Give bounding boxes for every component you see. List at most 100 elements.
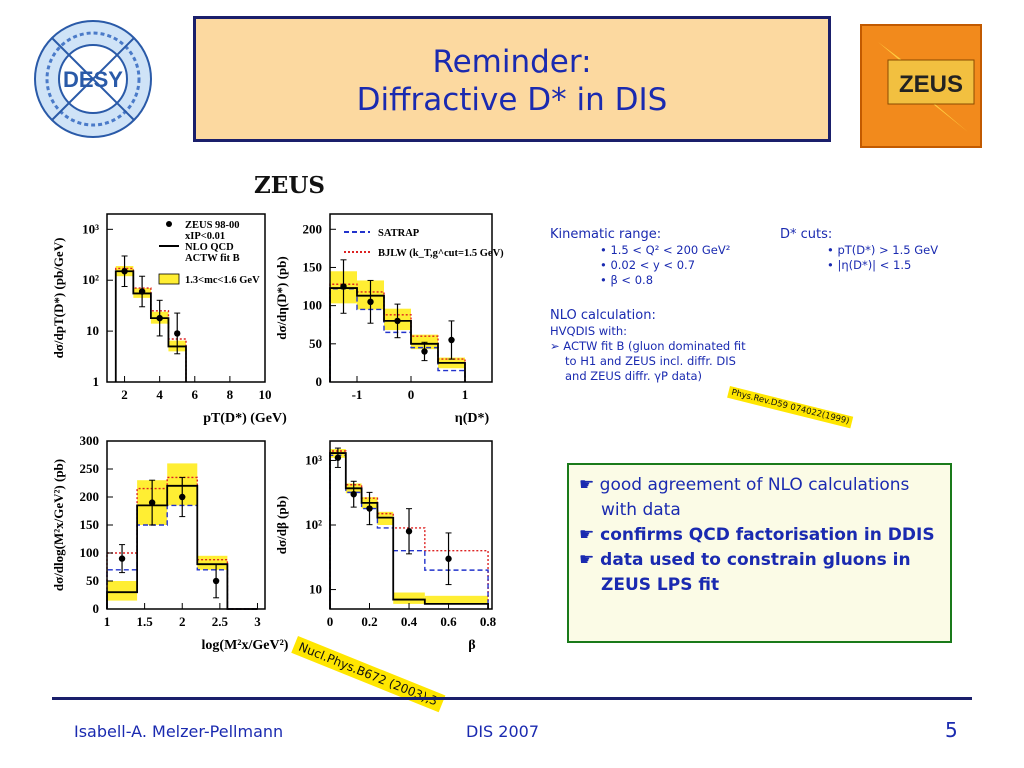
nlo-header: NLO calculation: [550,308,656,323]
nlo-line: ➢ ACTW fit B (gluon dominated fit [550,339,746,353]
data-point [421,348,428,355]
kinematic-range: Kinematic range: • 1.5 < Q² < 200 GeV² •… [550,226,730,288]
legend-entry: xIP<0.01 [185,231,225,242]
reference-tag: Phys.Rev.D59 074022(1999) [727,386,854,429]
chart-mx: 1 1.5 2 2.5 3 0 50 100 150 200 250 300 log(M²x/GeV²)… [51,433,289,653]
y-tick-label: 200 [303,221,323,236]
legend-marker [166,221,172,227]
data-point [138,288,146,295]
y-axis-label: dσ/dβ (pb) [274,496,289,554]
x-axis-label: pT(D*) (GeV) [203,411,287,426]
arrow-icon: ➢ [550,339,564,353]
y-tick-label: 150 [80,517,100,532]
nlo-line: and ZEUS diffr. γP data) [565,369,702,383]
x-tick-label: 3 [254,614,261,629]
desy-logo: DESY [32,18,154,140]
data-point [366,505,373,512]
y-tick-label: 10 [309,582,322,597]
legend-entry: 1.3<mc<1.6 GeV [185,275,260,286]
data-point [148,499,156,506]
y-tick-label: 10 [86,323,99,338]
y-tick-label: 10² [82,272,99,287]
x-tick-label: 1.5 [136,614,153,629]
title-box: Reminder: Diffractive D* in DIS [193,16,831,142]
legend-marker [158,273,180,285]
nlo-red-histogram [329,283,466,382]
x-tick-label: 1 [462,387,469,402]
axes-frame [329,440,493,610]
x-tick-label: 2.5 [212,614,229,629]
pointing-hand-icon: ☛ [579,475,595,495]
y-tick-label: 100 [80,545,100,560]
data-point [174,330,181,337]
conclusions-box: ☛ good agreement of NLO calculations wit… [567,463,952,643]
y-tick-label: 10³ [305,452,322,467]
y-axis-label: dσ/dlog(M²x/GeV²) (pb) [51,459,66,591]
y-tick-label: 10³ [82,221,99,236]
y-tick-label: 1 [93,374,100,389]
x-tick-label: 0.2 [361,614,377,629]
legend-entry: ZEUS 98-00 [185,220,240,231]
data-point [118,555,126,562]
nlo-red-histogram [115,267,187,382]
title-line1: Reminder: [432,44,592,80]
nlo-red-histogram [106,476,258,610]
footer-author: Isabell-A. Melzer-Pellmann [74,722,284,741]
cuts-item: • |η(D*)| < 1.5 [827,258,912,272]
kinematic-item: • 1.5 < Q² < 200 GeV² [600,243,731,257]
data-point [448,336,455,344]
y-tick-label: 250 [80,461,100,476]
y-tick-label: 200 [80,489,100,504]
legend-entry: ACTW fit B [185,253,240,264]
zeus-logo: ZEUS [858,22,984,150]
x-tick-label: 1 [104,614,111,629]
data-point [394,317,401,325]
y-tick-label: 300 [80,433,100,448]
nlo-line: to H1 and ZEUS incl. diffr. DIS [565,354,736,368]
desy-logo-graphic: DESY [34,20,152,138]
data-point [334,454,342,461]
legend-entry: SATRAP [378,228,420,239]
title-line2: Diffractive D* in DIS [356,82,668,118]
data-point [340,283,347,290]
y-tick-label: 50 [309,336,322,351]
x-tick-label: 6 [192,387,199,402]
data-point [405,528,413,535]
x-tick-label: 0.8 [480,614,497,629]
x-tick-label: 0 [327,614,334,629]
y-axis-label: dσ/dη(D*) (pb) [274,256,289,339]
band-bin [424,595,489,604]
conclusion-item: ☛ confirms QCD factorisation in DDIS [579,525,935,545]
conclusion-item: ☛ good agreement of NLO calculations wit… [579,475,910,520]
nlo-histogram [106,484,258,610]
y-tick-label: 100 [303,298,323,313]
nlo-histogram [329,452,489,609]
cuts-item: • pT(D*) > 1.5 GeV [827,243,939,257]
data-point [212,577,220,585]
x-axis-label: log(M²x/GeV²) [202,638,289,653]
zeus-logo-text: ZEUS [899,71,963,98]
data-point [367,298,374,306]
x-tick-label: 2 [179,614,186,629]
pointing-hand-icon: ☛ [579,550,595,570]
kinematic-header: Kinematic range: [550,227,662,242]
data-point [350,490,357,498]
pointing-hand-icon: ☛ [579,525,595,545]
data-point [156,314,163,322]
kinematic-item: • β < 0.8 [600,273,654,287]
page-number: 5 [945,718,958,742]
y-tick-label: 50 [86,573,99,588]
dstar-cuts: D* cuts: • pT(D*) > 1.5 GeV • |η(D*)| < … [780,226,938,273]
plots-heading: ZEUS [254,172,325,199]
chart-eta: -1 0 1 0 50 100 150 200 η(D*) dσ/dη(D*) (pb) SATRA… [274,213,504,426]
band-bin [197,555,228,570]
desy-logo-text: DESY [63,67,123,92]
axes-frame [106,213,266,383]
nlo-calculation: NLO calculation: HVQDIS with: ➢ ACTW fit… [550,307,746,384]
y-tick-label: 150 [303,259,323,274]
zeus-logo-graphic: ZEUS [860,24,982,148]
kinematic-item: • 0.02 < y < 0.7 [600,258,696,272]
y-tick-label: 0 [316,374,323,389]
footer-divider [52,697,972,700]
band-bin [393,592,425,604]
